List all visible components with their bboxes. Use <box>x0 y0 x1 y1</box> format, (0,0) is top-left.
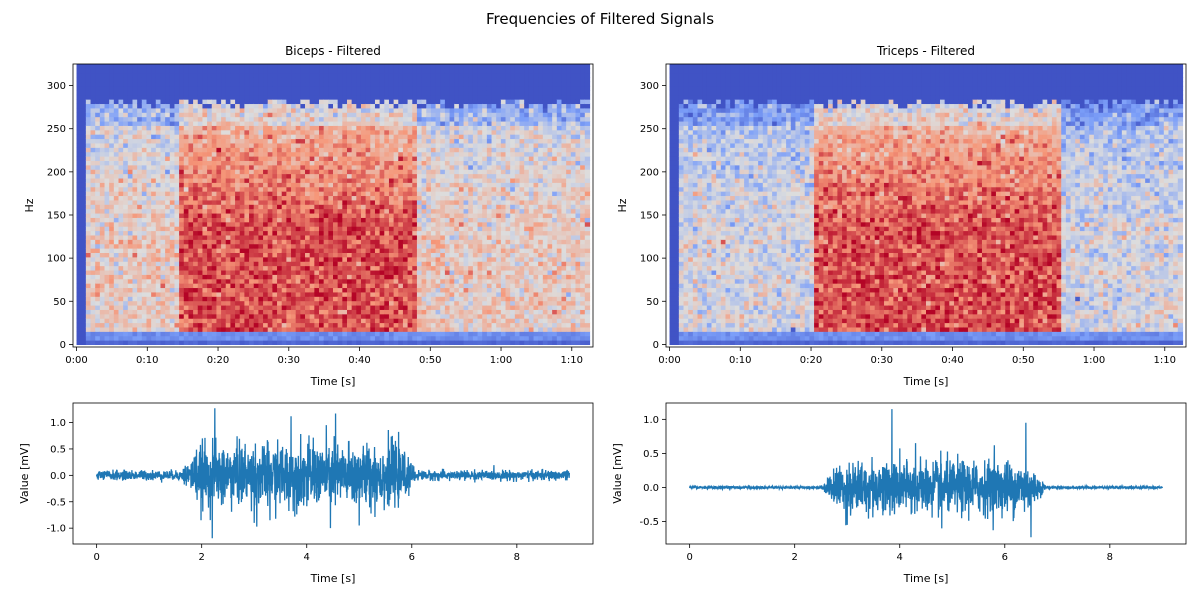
biceps-spectrogram-x-tick-label: 0:20 <box>207 355 229 366</box>
triceps-spectrogram-y-tick-label: 300 <box>640 81 659 92</box>
spectrogram-triceps: 0:00 0:10 0:20 0:30 0:40 0:50 1:00 1:10 0 50 100 15… <box>616 44 1186 388</box>
triceps-spectrogram-title: Triceps - Filtered <box>876 44 975 58</box>
biceps-signal-y-tick-label: -1.0 <box>46 524 66 535</box>
biceps-spectrogram-x-tick-label: 0:30 <box>278 355 300 366</box>
triceps-spectrogram-x-tick-label: 0:20 <box>800 355 822 366</box>
biceps-signal-y-tick-label: 1.0 <box>50 418 66 429</box>
biceps-signal-y-axis-label: Value [mV] <box>18 443 31 504</box>
biceps-spectrogram-y-axis-label: Hz <box>23 198 36 212</box>
biceps-spectrogram-x-tick-label: 1:10 <box>561 355 583 366</box>
triceps-spectrogram-y-tick-label: 100 <box>640 254 659 265</box>
triceps-signal-y-tick-label: 0.0 <box>643 483 659 494</box>
triceps-signal-x-tick-label: 4 <box>897 552 903 563</box>
biceps-signal-x-axis-label: Time [s] <box>310 572 356 585</box>
biceps-spectrogram-y-tick-label: 100 <box>47 254 66 265</box>
biceps-signal-y-tick-label: -0.5 <box>46 497 66 508</box>
spectrogram-biceps: 0:00 0:10 0:20 0:30 0:40 0:50 1:00 1:10 0 50 100 15… <box>23 44 593 388</box>
triceps-spectrogram-x-tick-label: 0:50 <box>1012 355 1034 366</box>
biceps-spectrogram-y-tick-label: 300 <box>47 81 66 92</box>
biceps-signal-x-tick-label: 4 <box>304 552 310 563</box>
triceps-signal-x-tick-label: 0 <box>686 552 692 563</box>
triceps-spectrogram-x-tick-label: 0:40 <box>941 355 963 366</box>
biceps-spectrogram-y-tick-label: 50 <box>53 297 66 308</box>
triceps-signal-y-tick-label: 0.5 <box>643 449 659 460</box>
biceps-spectrogram-x-tick-label: 0:50 <box>419 355 441 366</box>
biceps-signal-y-tick-label: 0.0 <box>50 471 66 482</box>
triceps-signal-x-tick-label: 2 <box>791 552 797 563</box>
biceps-signal-y-tick-label: 0.5 <box>50 444 66 455</box>
biceps-spectrogram-x-tick-label: 1:00 <box>490 355 512 366</box>
triceps-spectrogram-x-tick-label: 0:10 <box>729 355 751 366</box>
triceps-signal-x-tick-label: 8 <box>1107 552 1113 563</box>
biceps-spectrogram-x-tick-label: 0:10 <box>136 355 158 366</box>
triceps-signal-y-tick-label: -0.5 <box>639 517 659 528</box>
triceps-spectrogram-cells <box>670 64 1184 345</box>
figure-title: Frequencies of Filtered Signals <box>486 10 714 28</box>
biceps-spectrogram-x-tick-label: 0:00 <box>65 355 87 366</box>
triceps-spectrogram-x-tick-label: 1:10 <box>1154 355 1176 366</box>
signal-plot-biceps: 0 2 4 6 8 -1.0 -0.5 0.0 0.5 1.0 Time [s] Value [mV] <box>18 403 593 585</box>
triceps-spectrogram-y-tick-label: 200 <box>640 167 659 178</box>
triceps-spectrogram-y-tick-label: 50 <box>646 297 659 308</box>
signal-plot-triceps: 0 2 4 6 8 -0.5 0.0 0.5 1.0 Time [s] Value [mV] <box>611 403 1186 585</box>
triceps-spectrogram-y-tick-label: 250 <box>640 124 659 135</box>
biceps-spectrogram-x-axis-label: Time [s] <box>310 375 356 388</box>
triceps-spectrogram-y-tick-label: 0 <box>653 340 659 351</box>
triceps-spectrogram-x-tick-label: 0:30 <box>871 355 893 366</box>
triceps-signal-x-axis-label: Time [s] <box>903 572 949 585</box>
biceps-signal-x-tick-label: 8 <box>514 552 520 563</box>
biceps-signal-x-tick-label: 0 <box>93 552 99 563</box>
biceps-spectrogram-y-tick-label: 0 <box>60 340 66 351</box>
biceps-spectrogram-title: Biceps - Filtered <box>285 44 381 58</box>
biceps-spectrogram-y-tick-label: 250 <box>47 124 66 135</box>
triceps-signal-series-line <box>690 409 1163 537</box>
biceps-signal-series-line <box>97 408 570 538</box>
triceps-signal-y-axis-label: Value [mV] <box>611 443 624 504</box>
triceps-spectrogram-x-tick-label: 1:00 <box>1083 355 1105 366</box>
triceps-spectrogram-x-tick-label: 0:00 <box>658 355 680 366</box>
triceps-signal-y-tick-label: 1.0 <box>643 415 659 426</box>
triceps-spectrogram-y-axis-label: Hz <box>616 198 629 212</box>
biceps-spectrogram-cells <box>77 64 591 345</box>
biceps-signal-x-tick-label: 2 <box>198 552 204 563</box>
biceps-spectrogram-x-tick-label: 0:40 <box>348 355 370 366</box>
biceps-signal-x-tick-label: 6 <box>409 552 415 563</box>
biceps-spectrogram-y-tick-label: 200 <box>47 167 66 178</box>
triceps-signal-x-tick-label: 6 <box>1002 552 1008 563</box>
triceps-spectrogram-y-tick-label: 150 <box>640 210 659 221</box>
triceps-spectrogram-x-axis-label: Time [s] <box>903 375 949 388</box>
biceps-spectrogram-y-tick-label: 150 <box>47 210 66 221</box>
